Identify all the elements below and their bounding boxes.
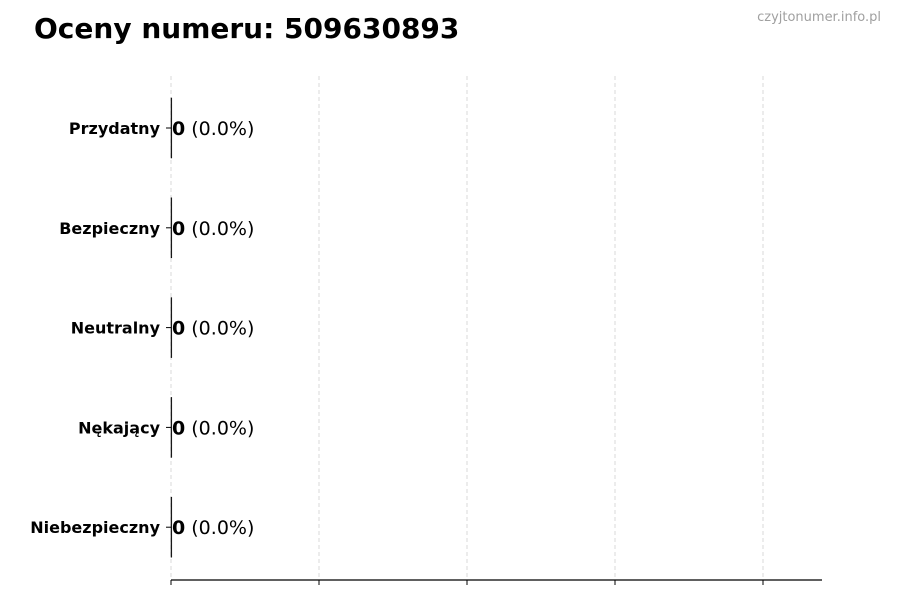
- count-label: 0: [172, 417, 185, 439]
- percent-label: (0.0%): [185, 218, 254, 240]
- percent-label: (0.0%): [185, 517, 254, 539]
- data-label: 0 (0.0%): [172, 417, 254, 439]
- y-tick-label: Bezpieczny: [59, 219, 160, 238]
- watermark: czyjtonumer.info.pl: [757, 10, 881, 25]
- count-label: 0: [172, 118, 185, 140]
- percent-label: (0.0%): [185, 118, 254, 140]
- count-label: 0: [172, 517, 185, 539]
- y-tick-label: Nękający: [78, 418, 160, 437]
- percent-label: (0.0%): [185, 417, 254, 439]
- y-tick-label: Przydatny: [69, 119, 161, 138]
- count-label: 0: [172, 318, 185, 340]
- percent-label: (0.0%): [185, 318, 254, 340]
- data-label: 0 (0.0%): [172, 118, 254, 140]
- chart-title: Oceny numeru: 509630893: [34, 12, 460, 45]
- data-label: 0 (0.0%): [172, 218, 254, 240]
- data-label: 0 (0.0%): [172, 517, 254, 539]
- count-label: 0: [172, 218, 185, 240]
- data-label: 0 (0.0%): [172, 318, 254, 340]
- y-tick-label: Neutralny: [71, 319, 161, 338]
- y-tick-label: Niebezpieczny: [30, 518, 160, 537]
